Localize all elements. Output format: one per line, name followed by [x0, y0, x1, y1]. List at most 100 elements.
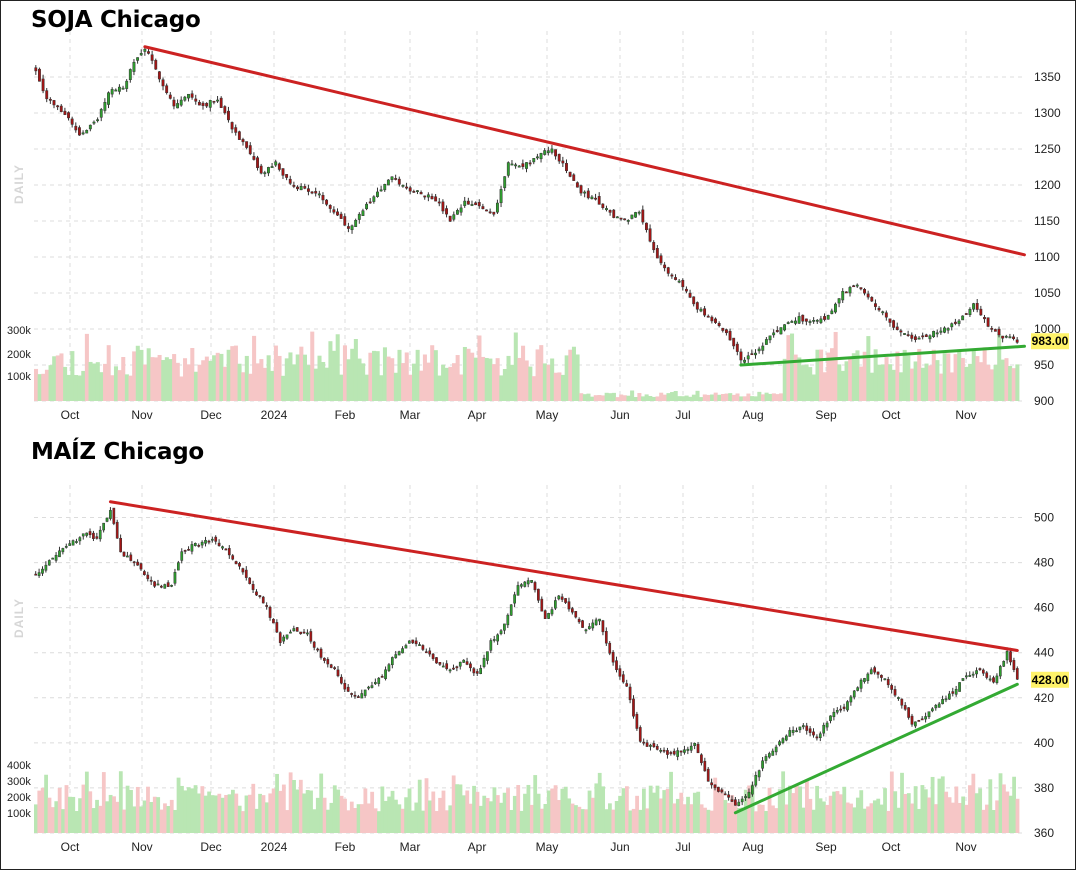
y-tick-label: 1300 — [1034, 106, 1061, 120]
candle-down — [533, 582, 537, 591]
candle-up — [299, 185, 303, 191]
candle-up — [173, 572, 177, 584]
volume-bar — [635, 795, 639, 833]
volume-bar — [502, 368, 507, 401]
candle-down — [714, 318, 717, 323]
support-trendline — [733, 682, 1019, 815]
candle-up — [143, 48, 147, 52]
volume-bar — [510, 364, 515, 401]
candle-up — [676, 750, 680, 757]
candle-up — [176, 103, 180, 109]
y-tick-label: 1350 — [1034, 70, 1061, 84]
volume-bar — [893, 791, 898, 833]
volume-bar — [509, 809, 514, 833]
candle-down — [268, 606, 272, 618]
volume-bar — [811, 809, 816, 833]
volume-bar — [41, 373, 46, 401]
last-price-badge — [1031, 333, 1069, 350]
volume-bar — [387, 796, 392, 833]
candle-down — [419, 192, 423, 195]
volume-bar — [368, 352, 373, 401]
candle-down — [411, 639, 415, 644]
candle-up — [958, 682, 961, 692]
volume-bar — [788, 785, 792, 833]
volume-bar — [889, 771, 894, 833]
volume-bar — [924, 363, 929, 401]
candle-up — [794, 320, 797, 324]
volume-bar — [237, 805, 242, 833]
volume-bar — [84, 333, 89, 401]
candle-down — [710, 316, 714, 322]
volume-bar — [95, 362, 100, 401]
volume-bar — [742, 396, 747, 401]
candle-up — [107, 92, 110, 105]
candle-down — [863, 289, 866, 294]
volume-bar — [350, 348, 355, 401]
candle-down — [205, 102, 209, 107]
candle-down — [953, 321, 957, 324]
candle-down — [924, 334, 928, 337]
candle-up — [754, 774, 758, 786]
volume-bar — [648, 785, 653, 833]
candle-up — [459, 207, 463, 213]
candle-up — [746, 355, 750, 360]
volume-bar — [724, 393, 729, 401]
volume-bar — [215, 352, 220, 401]
volume-bar — [895, 351, 900, 401]
volume-bar — [152, 796, 157, 833]
volume-bar — [491, 364, 497, 401]
volume-bar — [217, 793, 222, 833]
candle-up — [1008, 336, 1012, 339]
volume-bar — [397, 349, 402, 401]
volume-bar — [675, 798, 680, 833]
candle-up — [815, 319, 819, 322]
candle-down — [328, 205, 332, 209]
volume-bar — [673, 391, 678, 401]
volume-bar — [212, 355, 217, 401]
volume-tick-label: 300k — [7, 325, 31, 337]
volume-bar — [108, 794, 113, 833]
volume-bar — [775, 394, 780, 401]
candle-down — [112, 507, 116, 524]
volume-bar — [754, 811, 758, 833]
candle-up — [426, 194, 430, 198]
volume-bar — [149, 801, 154, 833]
volume-bar — [451, 775, 456, 833]
candle-down — [227, 110, 230, 121]
candle-down — [41, 78, 45, 92]
candle-down — [38, 68, 41, 82]
volume-tick-label: 400k — [7, 760, 31, 772]
candle-down — [455, 666, 459, 669]
volume-bar — [840, 370, 845, 401]
candle-down — [241, 139, 245, 143]
candle-up — [506, 614, 510, 626]
y-tick-label: 480 — [1034, 556, 1054, 570]
candle-up — [114, 89, 118, 92]
volume-bar — [326, 809, 330, 833]
candle-up — [961, 678, 965, 681]
candle-up — [786, 322, 790, 324]
volume-bar — [455, 355, 460, 401]
volume-bar — [910, 803, 915, 833]
volume-bar — [328, 341, 333, 401]
volume-bar — [931, 349, 936, 401]
volume-bar — [757, 804, 762, 833]
candle-down — [619, 217, 623, 220]
candle-up — [85, 129, 89, 134]
volume-bar — [157, 354, 162, 401]
candle-down — [412, 191, 416, 193]
volume-bar — [835, 791, 840, 833]
volume-bar — [706, 394, 711, 401]
volume-bar — [251, 783, 256, 833]
candle-up — [407, 640, 411, 644]
candle-down — [445, 208, 448, 215]
candle-down — [63, 110, 67, 115]
candle-down — [642, 741, 646, 744]
volume-bar — [782, 358, 787, 401]
candle-down — [964, 313, 968, 315]
volume-bar — [121, 357, 126, 401]
volume-bar — [753, 396, 758, 401]
candle-up — [747, 791, 751, 798]
volume-bar — [204, 356, 209, 401]
